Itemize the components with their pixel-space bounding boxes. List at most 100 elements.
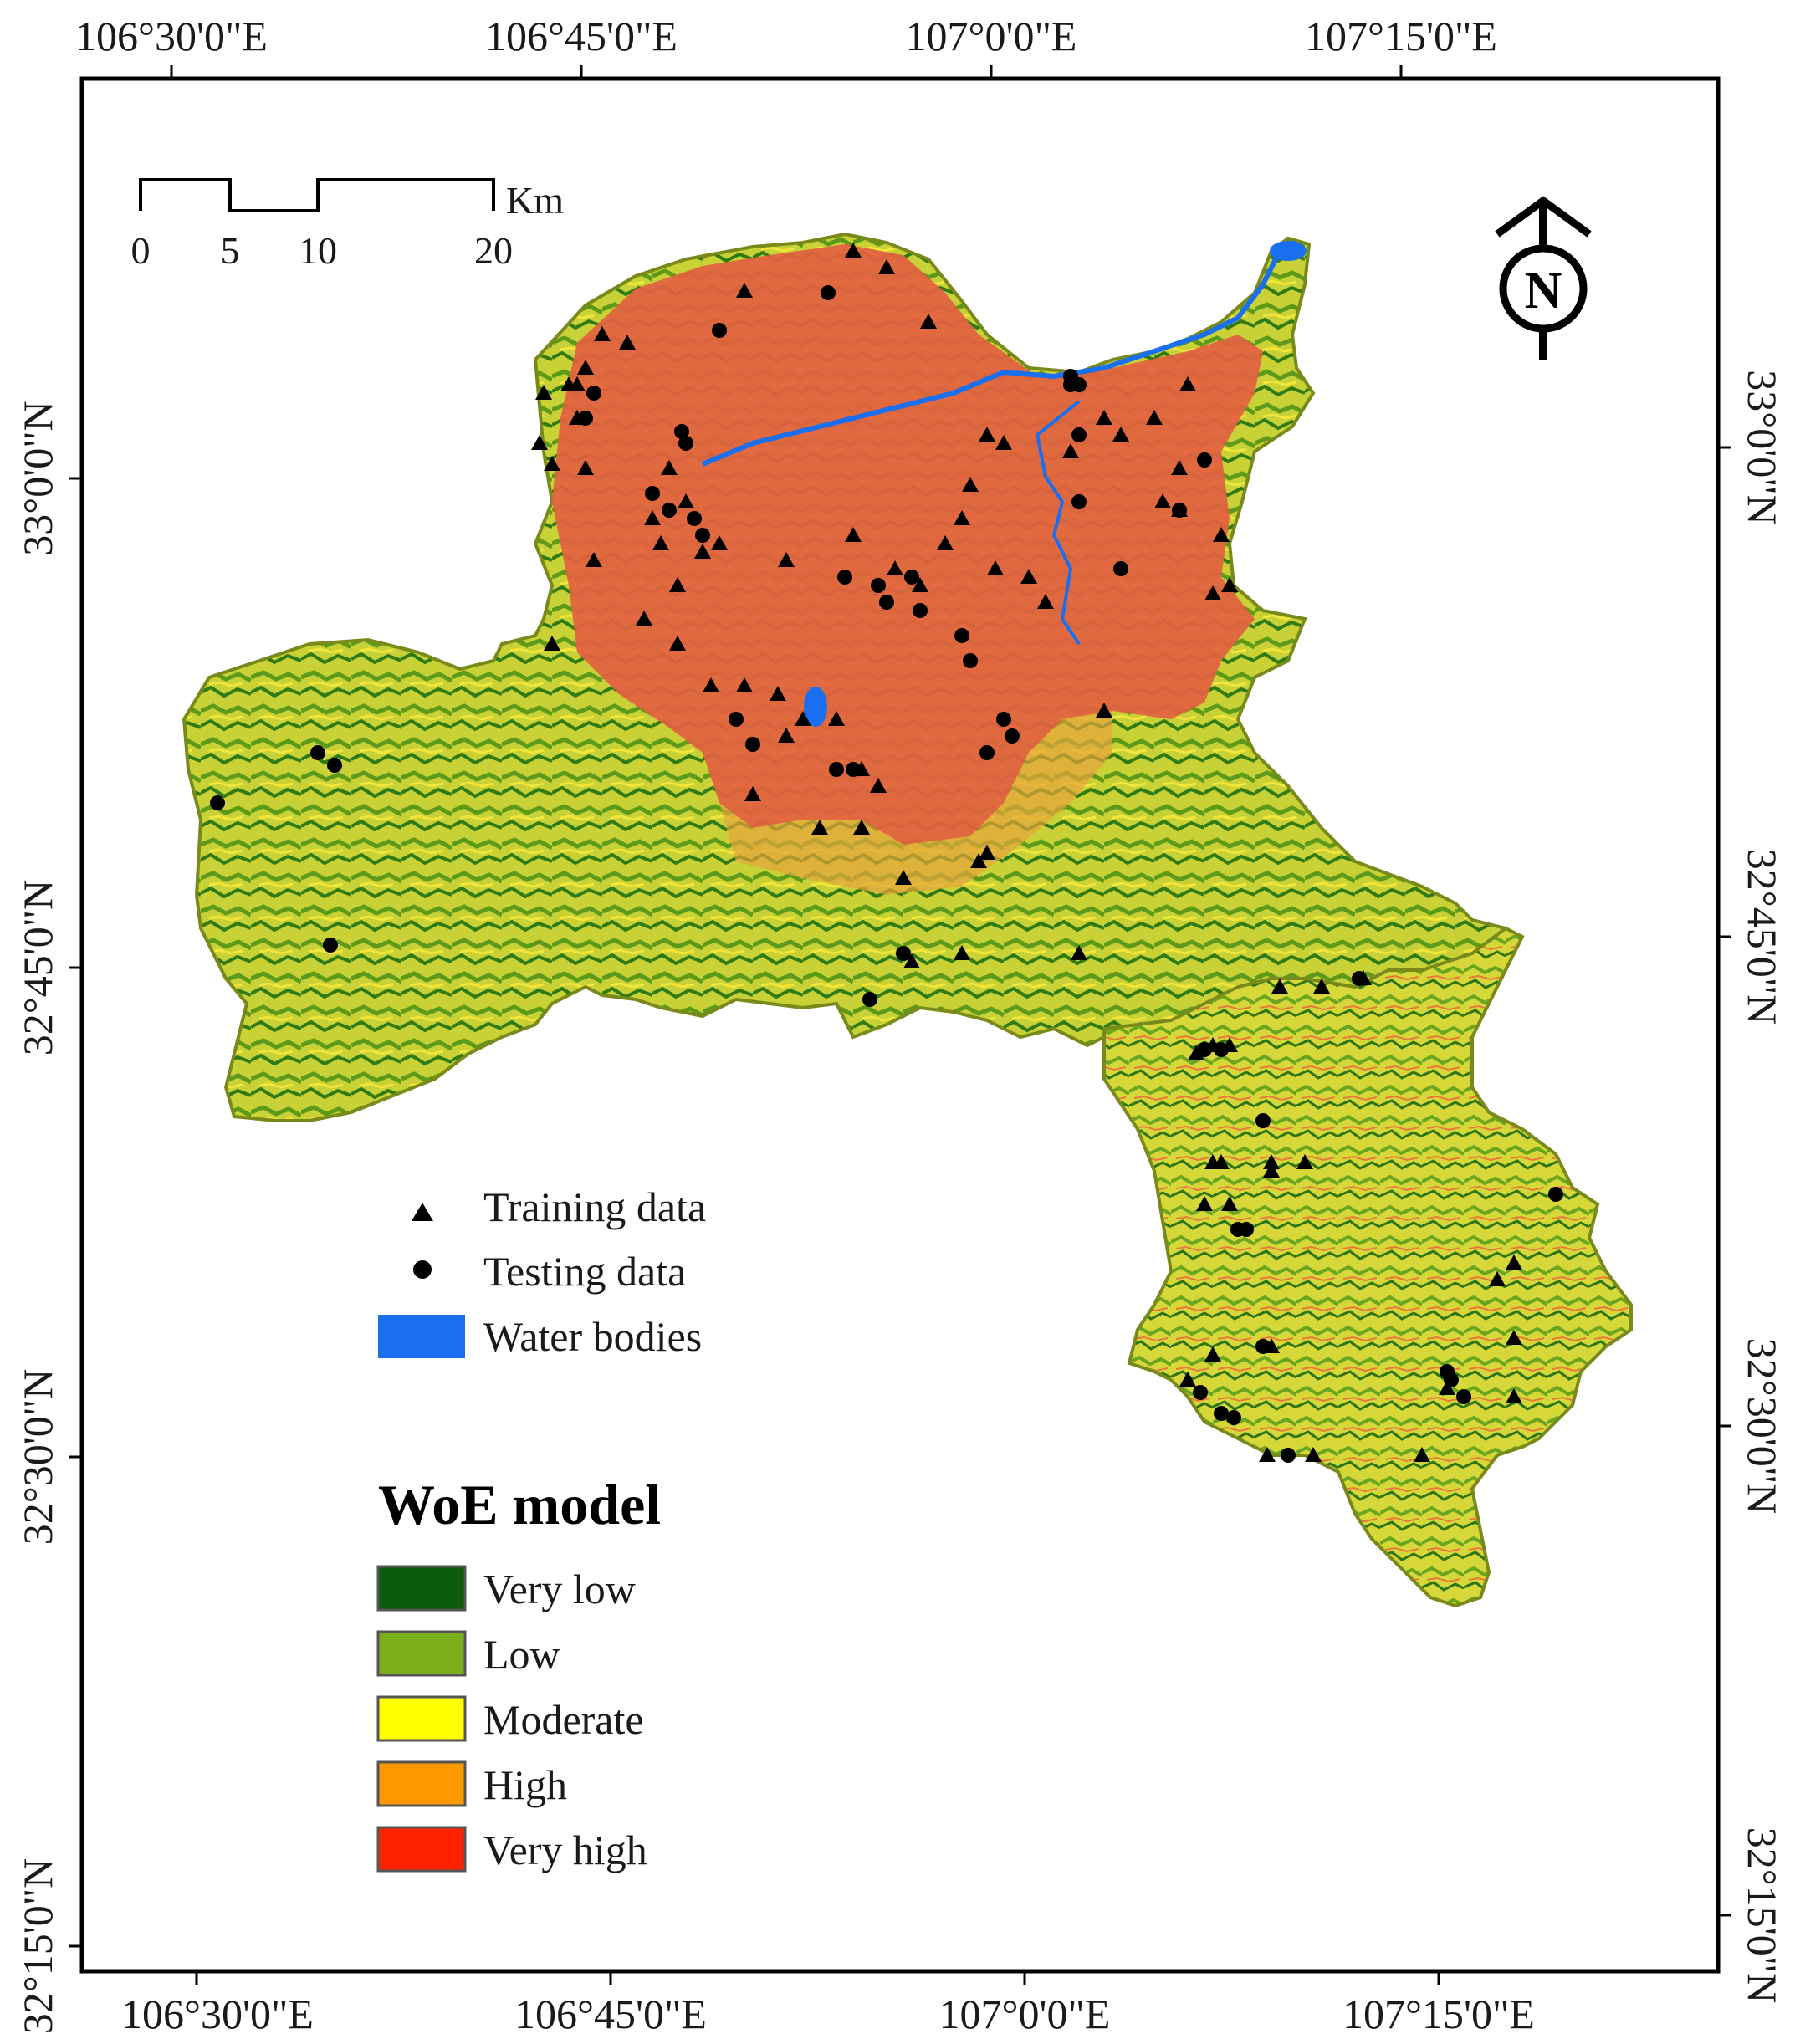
- training-point: [1204, 1346, 1221, 1362]
- river-branch: [1035, 400, 1081, 646]
- training-point: [845, 527, 862, 542]
- training-point: [1506, 1255, 1522, 1270]
- testing-point: [327, 758, 342, 773]
- high-label: High: [483, 1761, 567, 1808]
- reservoir: [804, 687, 827, 727]
- training-point: [661, 460, 678, 475]
- left-lat-label-4: 32°15'0"N: [14, 1858, 61, 2035]
- scale-unit: Km: [506, 179, 564, 222]
- training-point: [778, 552, 795, 567]
- training-point: [954, 945, 970, 960]
- very-low-label: Very low: [483, 1566, 636, 1612]
- model-legend-title: WoE model: [378, 1473, 661, 1536]
- testing-point: [1193, 1385, 1208, 1400]
- training-point: [895, 870, 912, 885]
- top-lon-label-1: 106°30'0"E: [75, 13, 268, 59]
- scale-tick-20: 20: [474, 229, 513, 272]
- training-point: [979, 427, 995, 442]
- north-arrow-icon: N: [1495, 196, 1592, 360]
- training-point: [669, 636, 686, 651]
- training-point: [970, 853, 987, 868]
- testing-point: [674, 424, 689, 439]
- testing-point: [1214, 1406, 1229, 1421]
- testing-point: [645, 486, 660, 501]
- point-legend: Training data Testing data Water bodies: [378, 1183, 706, 1360]
- testing-point: [695, 528, 710, 543]
- training-point: [1179, 376, 1196, 391]
- training-point: [1489, 1271, 1506, 1286]
- testing-point: [678, 436, 693, 451]
- testing-point: [687, 511, 702, 526]
- training-point: [1204, 585, 1221, 600]
- training-point: [1221, 1196, 1238, 1211]
- training-point: [1263, 1163, 1280, 1178]
- very-high-zone: [552, 244, 1263, 845]
- testing-legend-symbol: [413, 1260, 432, 1279]
- training-point: [903, 953, 920, 968]
- testing-point: [1255, 1113, 1271, 1128]
- training-point: [736, 677, 753, 692]
- training-point: [1296, 1154, 1313, 1169]
- training-point: [1305, 1447, 1322, 1462]
- bottom-lon-label-3: 107°0'0"E: [939, 1990, 1111, 2037]
- training-point: [954, 510, 970, 525]
- testing-point: [1113, 561, 1128, 576]
- testing-point: [871, 578, 886, 593]
- training-point: [711, 535, 728, 550]
- training-point: [544, 456, 560, 471]
- very-high-swatch: [376, 1826, 467, 1873]
- training-point: [1263, 1154, 1280, 1169]
- testing-point: [829, 762, 844, 777]
- testing-point: [1063, 377, 1078, 392]
- training-point: [962, 477, 979, 492]
- river: [701, 240, 1298, 467]
- testing-point: [578, 411, 593, 426]
- training-point: [811, 820, 828, 835]
- top-lon-label-3: 107°0'0"E: [906, 13, 1077, 59]
- testing-point: [1214, 1042, 1229, 1057]
- lake: [1270, 241, 1307, 261]
- right-lat-label-4: 32°15'0"N: [1739, 1827, 1786, 2004]
- testing-point: [963, 653, 978, 668]
- training-point: [845, 243, 862, 258]
- training-point: [1213, 1154, 1230, 1169]
- training-point: [1271, 979, 1288, 994]
- training-point: [669, 577, 686, 592]
- testing-point: [1239, 1222, 1254, 1237]
- training-point: [912, 577, 928, 592]
- training-point: [586, 552, 602, 567]
- testing-point: [1444, 1372, 1459, 1387]
- training-point: [770, 686, 786, 701]
- training-point: [1154, 493, 1171, 508]
- testing-point: [1005, 728, 1020, 744]
- training-point: [1221, 577, 1238, 592]
- training-point: [1196, 1196, 1213, 1211]
- testing-point: [1197, 1042, 1212, 1057]
- testing-point: [1255, 1339, 1271, 1354]
- training-point: [937, 535, 954, 550]
- right-lat-label-1: 33°0'0"N: [1739, 370, 1786, 525]
- scale-bar: 0 5 10 20 Km: [131, 178, 564, 272]
- training-point: [995, 435, 1012, 450]
- training-point: [652, 535, 669, 550]
- testing-point: [846, 762, 861, 777]
- training-point: [1171, 460, 1188, 475]
- testing-point: [904, 570, 919, 585]
- training-point: [1439, 1380, 1455, 1395]
- training-point: [1179, 1372, 1196, 1387]
- testing-point: [1352, 971, 1367, 986]
- training-point: [920, 314, 937, 329]
- right-lat-label-2: 32°45'0"N: [1739, 849, 1786, 1025]
- training-point: [1313, 979, 1330, 994]
- north-letter: N: [1525, 263, 1562, 319]
- testing-point: [662, 503, 677, 518]
- testing-point: [954, 628, 969, 643]
- very-low-swatch: [376, 1565, 467, 1612]
- water-legend-label: Water bodies: [483, 1313, 702, 1360]
- testing-point: [1071, 427, 1087, 442]
- training-point: [878, 259, 895, 274]
- training-points: [531, 243, 1522, 1462]
- training-point: [1506, 1388, 1522, 1403]
- training-point: [1020, 569, 1037, 584]
